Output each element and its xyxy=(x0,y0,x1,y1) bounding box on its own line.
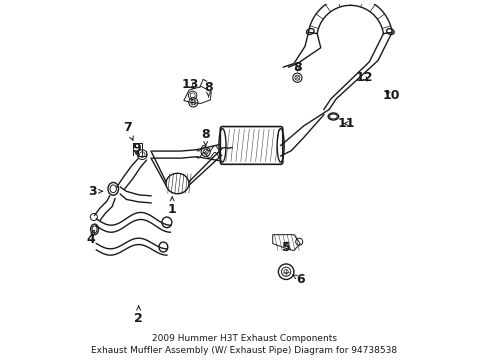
Text: 9: 9 xyxy=(132,143,140,156)
Text: 4: 4 xyxy=(86,230,95,247)
Text: 13: 13 xyxy=(181,78,198,91)
Text: 12: 12 xyxy=(355,71,372,84)
Text: 7: 7 xyxy=(123,121,133,140)
Text: 2: 2 xyxy=(134,306,143,325)
Text: 5: 5 xyxy=(282,240,291,253)
Text: 10: 10 xyxy=(382,89,399,102)
Text: 8: 8 xyxy=(292,60,301,73)
Text: 8: 8 xyxy=(204,81,212,97)
Text: 1: 1 xyxy=(167,197,176,216)
Text: 3: 3 xyxy=(88,185,102,198)
Text: 2009 Hummer H3T Exhaust Components
Exhaust Muffler Assembly (W/ Exhaust Pipe) Di: 2009 Hummer H3T Exhaust Components Exhau… xyxy=(91,334,397,355)
Text: 11: 11 xyxy=(337,117,355,130)
Text: 6: 6 xyxy=(292,273,305,286)
Text: 8: 8 xyxy=(201,129,209,145)
